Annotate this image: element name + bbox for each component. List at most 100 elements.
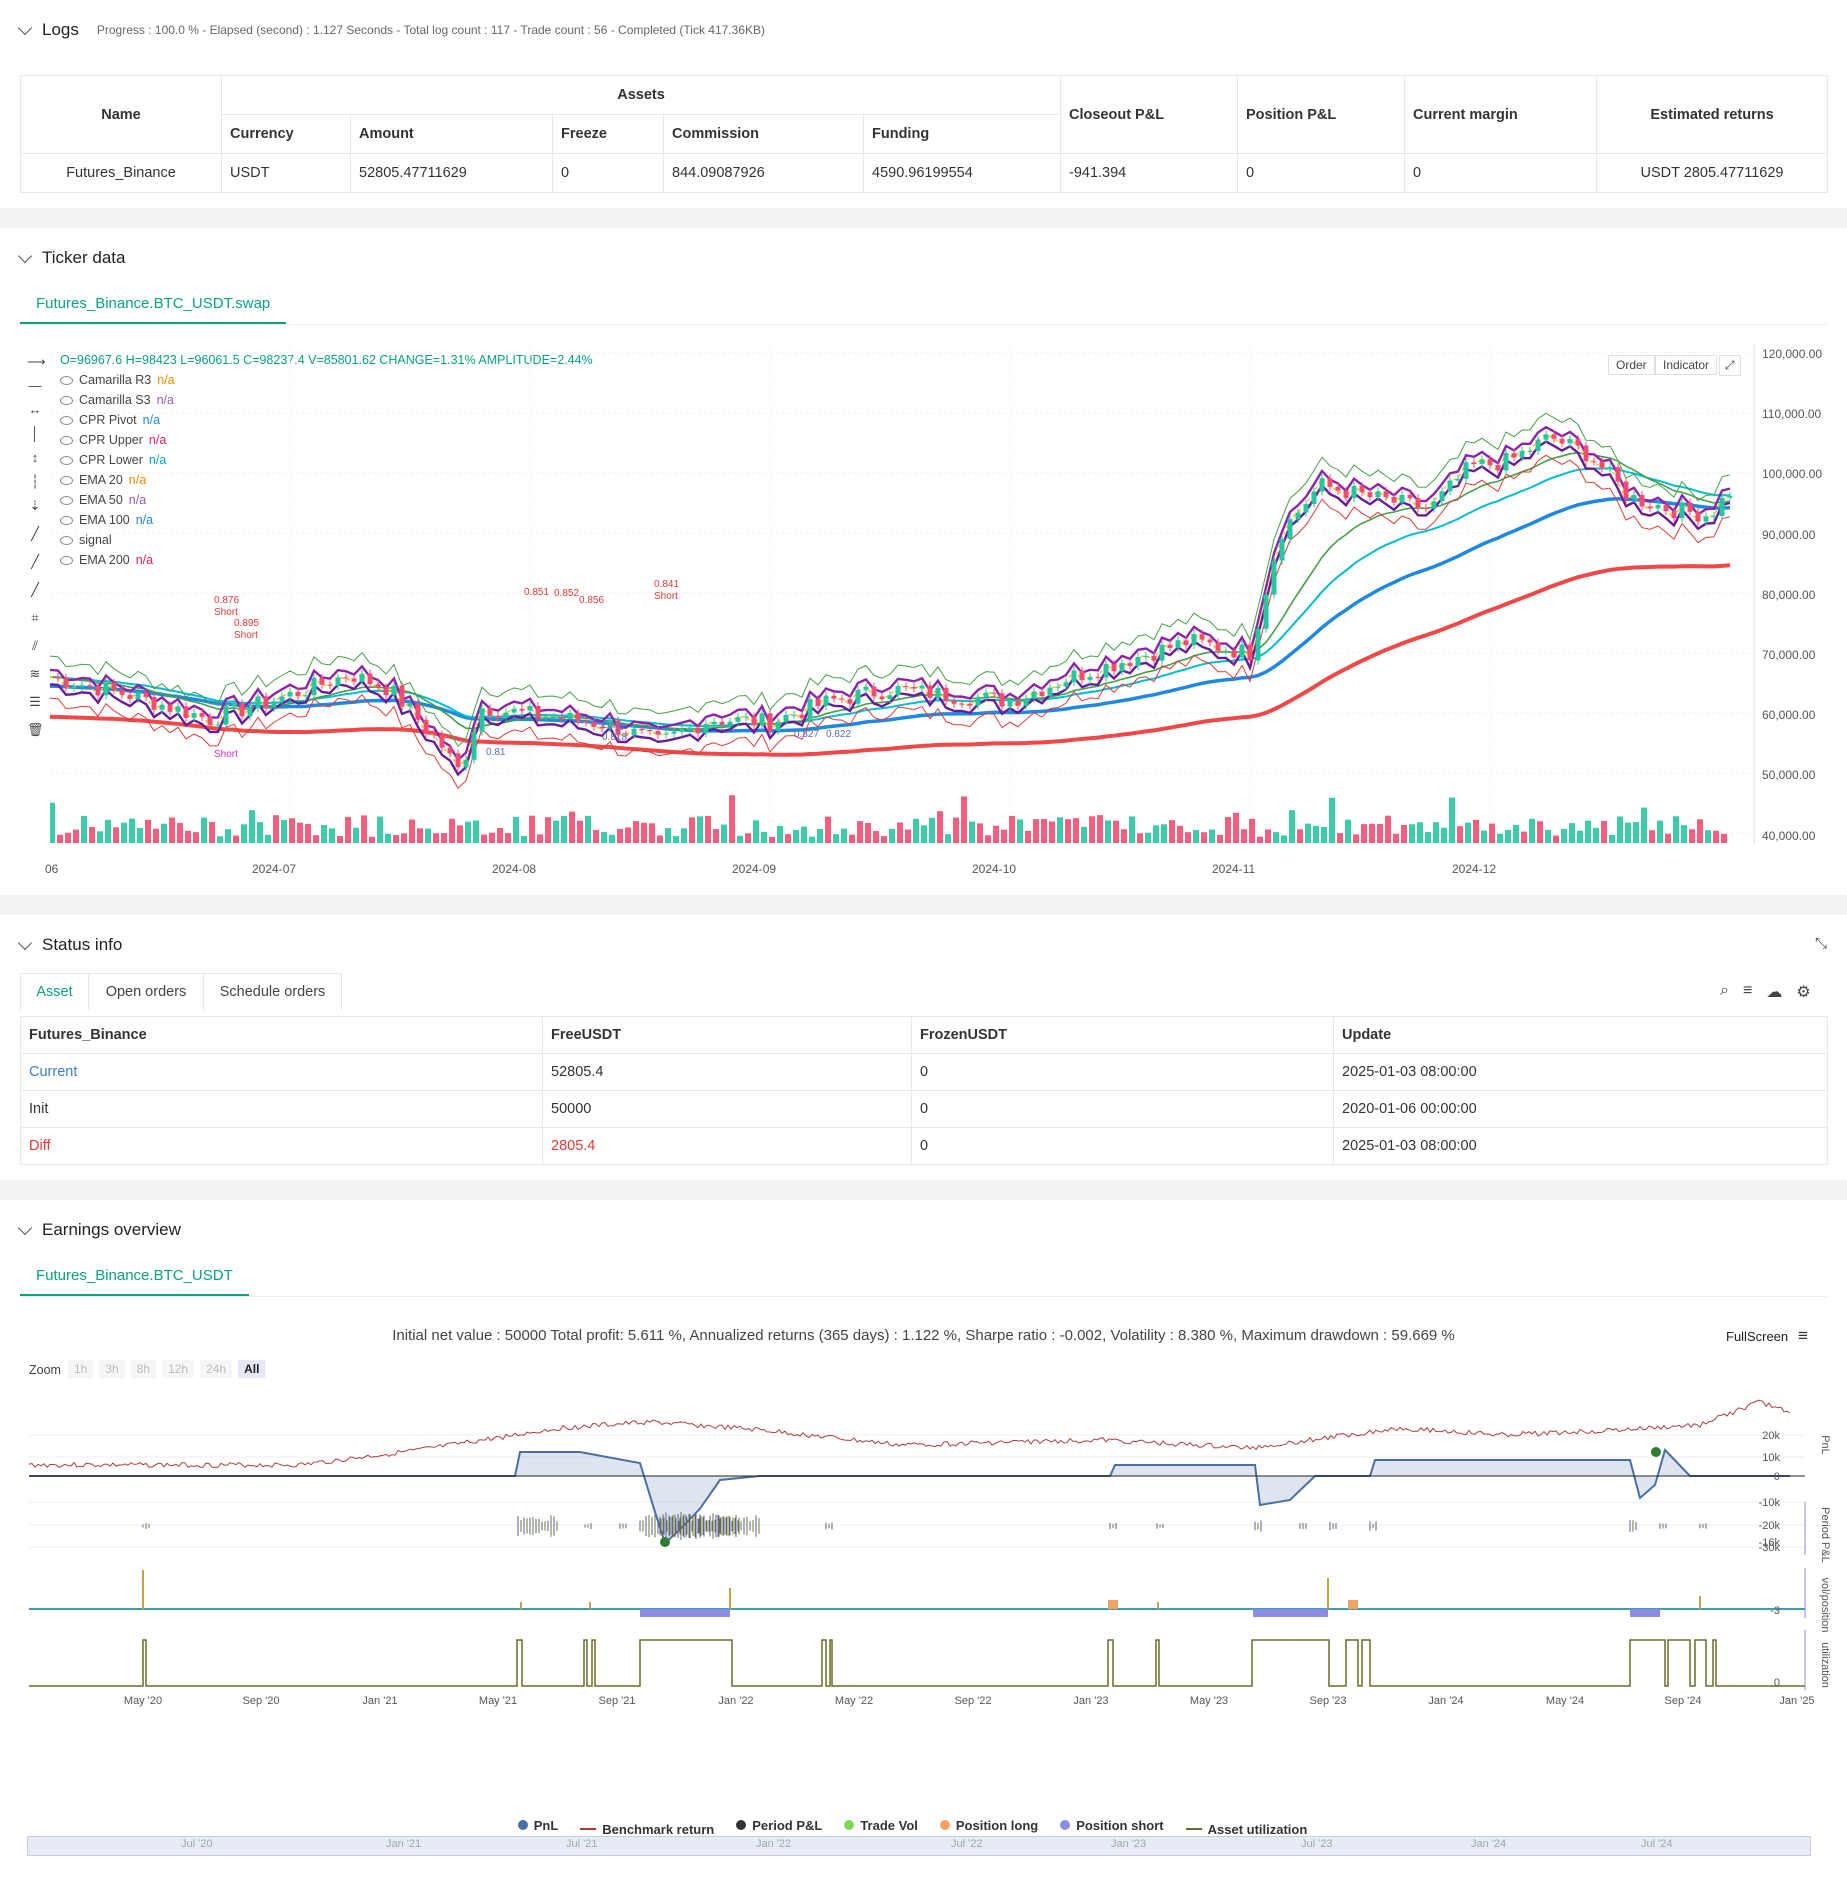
fib-lines-icon[interactable]: ☰	[29, 694, 41, 709]
candle	[455, 753, 461, 768]
list-icon[interactable]: ≡	[1742, 982, 1753, 999]
candle	[367, 673, 373, 685]
collapse-icon[interactable]: ⤡	[1814, 935, 1827, 952]
signal-annotation: 0.876	[214, 595, 239, 606]
vertical-line-icon[interactable]: │	[30, 426, 40, 441]
earnings-header[interactable]: Earnings overview	[17, 1220, 181, 1240]
order-button[interactable]: Order	[1608, 355, 1655, 375]
zoom-8h[interactable]: 8h	[130, 1360, 157, 1378]
legend-item[interactable]: EMA 100 n/a	[60, 513, 153, 527]
volume-bar	[905, 829, 911, 843]
util-tick: 0	[1774, 1677, 1780, 1689]
volume-bar	[977, 823, 983, 843]
logs-header[interactable]: Logs Progress : 100.0 % - Elapsed (secon…	[17, 20, 765, 40]
navigator-tick: Jul '21	[566, 1838, 598, 1850]
legend-item[interactable]: EMA 200 n/a	[60, 553, 153, 567]
search-icon[interactable]: ⌕	[1720, 982, 1729, 999]
candle	[487, 708, 493, 716]
candle	[103, 682, 109, 696]
parallel-channel-icon[interactable]: ⫽	[32, 638, 38, 653]
legend-item[interactable]: EMA 20 n/a	[60, 473, 146, 487]
horizontal-segment-icon[interactable]: ↔	[28, 402, 42, 417]
legend-item[interactable]: Benchmark return	[580, 1822, 714, 1837]
legend-item[interactable]: CPR Lower n/a	[60, 453, 166, 467]
zoom-24h[interactable]: 24h	[200, 1360, 233, 1378]
trash-icon[interactable]: 🗑	[27, 722, 44, 737]
tab-ticker-symbol[interactable]: Futures_Binance.BTC_USDT.swap	[20, 286, 287, 324]
legend-item[interactable]: Position short	[1060, 1818, 1164, 1833]
volume-bar	[81, 816, 87, 843]
legend-item[interactable]: Asset utilization	[1185, 1822, 1307, 1837]
indicator-button[interactable]: Indicator	[1655, 355, 1718, 375]
row-label[interactable]: Current	[20, 1053, 543, 1091]
col-name: Name	[20, 75, 222, 154]
legend-item[interactable]: CPR Upper n/a	[60, 433, 166, 447]
cloud-download-icon[interactable]: ☁	[1766, 984, 1783, 1001]
legend-item[interactable]: signal	[60, 533, 118, 547]
zoom-12h[interactable]: 12h	[162, 1360, 195, 1378]
chevron-down-icon[interactable]	[17, 20, 33, 35]
volume-bar	[1185, 832, 1191, 843]
legend-item[interactable]: Position long	[939, 1818, 1038, 1833]
eye-icon[interactable]	[60, 375, 73, 385]
menu-icon[interactable]: ≡	[1798, 1326, 1808, 1345]
zoom-3h[interactable]: 3h	[99, 1360, 125, 1378]
legend-item[interactable]: EMA 50 n/a	[60, 493, 146, 507]
row-update: 2025-01-03 08:00:00	[1333, 1053, 1828, 1091]
eye-icon[interactable]	[60, 475, 73, 485]
eye-icon[interactable]	[60, 555, 73, 565]
tab-schedule-orders[interactable]: Schedule orders	[203, 973, 342, 1010]
candle	[471, 731, 477, 760]
legend-item[interactable]: Camarilla S3 n/a	[60, 393, 174, 407]
fullscreen-button[interactable]: FullScreen	[1726, 1329, 1789, 1344]
chevron-down-icon[interactable]	[17, 248, 33, 263]
trend-line-icon[interactable]: ╱	[31, 526, 39, 541]
chevron-down-icon[interactable]	[17, 1220, 33, 1235]
legend-item[interactable]: Period P&L	[736, 1818, 822, 1833]
asset-table: Futures_Binance FreeUSDT FrozenUSDT Upda…	[20, 1016, 1828, 1165]
legend-item[interactable]: PnL	[517, 1818, 558, 1833]
legend-label: Camarilla S3	[79, 393, 151, 407]
eye-icon[interactable]	[60, 535, 73, 545]
fibonacci-icon[interactable]: ≋	[29, 666, 41, 681]
ray-line-icon[interactable]: ╱	[31, 554, 39, 569]
candle	[807, 699, 813, 719]
tab-earnings-symbol[interactable]: Futures_Binance.BTC_USDT	[20, 1258, 249, 1296]
horizontal-ray-icon[interactable]: ⟶	[27, 354, 46, 369]
vertical-ray-icon[interactable]: ↕	[31, 450, 39, 465]
segment-line-icon[interactable]: ╱	[31, 582, 39, 597]
eye-icon[interactable]	[60, 495, 73, 505]
max-marker	[1651, 1447, 1661, 1457]
legend-item[interactable]: CPR Pivot n/a	[60, 413, 160, 427]
eye-icon[interactable]	[60, 395, 73, 405]
eye-icon[interactable]	[60, 455, 73, 465]
ticker-header[interactable]: Ticker data	[17, 248, 125, 268]
price-line-icon[interactable]: ⇣	[29, 498, 41, 513]
legend-item[interactable]: Camarilla R3 n/a	[60, 373, 175, 387]
eye-icon[interactable]	[60, 515, 73, 525]
price-label-icon[interactable]: ⌗	[31, 610, 39, 625]
volume-bar	[97, 831, 103, 843]
candle	[1071, 670, 1077, 683]
legend-marker-icon	[580, 1828, 597, 1830]
expand-icon[interactable]: ⤢	[1719, 355, 1741, 376]
volume-bar	[417, 828, 423, 843]
candle	[1391, 496, 1397, 503]
horizontal-line-icon[interactable]: —	[28, 378, 42, 393]
vertical-segment-icon[interactable]: ┆	[31, 474, 39, 489]
candle	[327, 684, 333, 686]
chevron-down-icon[interactable]	[17, 935, 33, 950]
tab-open-orders[interactable]: Open orders	[88, 973, 204, 1010]
zoom-1h[interactable]: 1h	[68, 1360, 94, 1378]
status-header[interactable]: Status info	[17, 935, 122, 955]
navigator-scrollbar[interactable]: Jul '20 Jan '21 Jul '21 Jan '22 Jul '22 Jan '…	[27, 1836, 1811, 1856]
gear-icon[interactable]: ⚙	[1796, 984, 1811, 1001]
signal-annotation: Short	[214, 607, 238, 618]
eye-icon[interactable]	[60, 415, 73, 425]
zoom-all[interactable]: All	[238, 1360, 266, 1378]
tab-asset[interactable]: Asset	[20, 973, 89, 1010]
legend-item[interactable]: Trade Vol	[844, 1818, 918, 1833]
eye-icon[interactable]	[60, 435, 73, 445]
